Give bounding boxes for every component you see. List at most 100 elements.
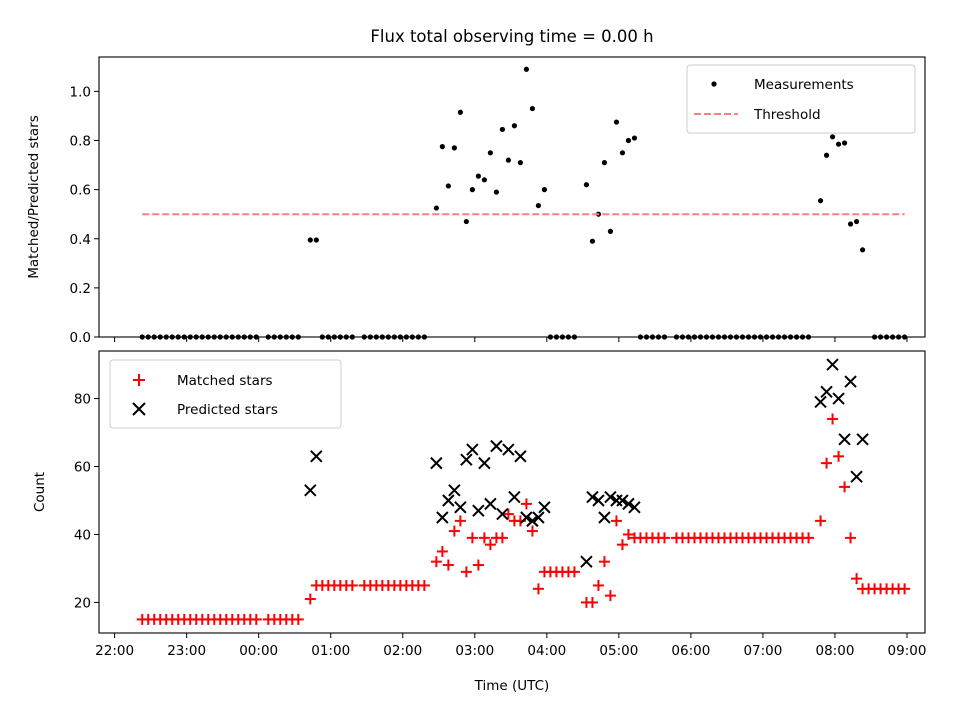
bottom-y-tick-label: 40 <box>74 527 91 543</box>
predicted-star-point <box>826 358 839 371</box>
matched-star-point <box>827 413 839 425</box>
measurement-point <box>451 145 457 151</box>
bottom-axes-frame <box>98 350 926 634</box>
bottom-x-tick: 03:00 <box>455 633 494 659</box>
bottom-y-axis-label: Count <box>32 472 48 512</box>
predicted-star-point <box>478 456 491 470</box>
x-tick-label: 04:00 <box>527 643 566 659</box>
predicted-star-point <box>580 555 593 568</box>
predicted-star-point <box>460 453 473 466</box>
matched-star-point <box>346 579 358 591</box>
top-y-tick: 0.6 <box>70 183 99 199</box>
top-y-tick: 1.0 <box>70 84 99 100</box>
matched-star-point <box>604 590 616 602</box>
matched-star-point <box>598 556 610 568</box>
predicted-star-point <box>490 439 503 453</box>
predicted-star-point <box>454 501 467 514</box>
predicted-star-point <box>586 490 599 504</box>
matched-star-point <box>478 532 490 544</box>
measurement-point <box>445 183 451 189</box>
top-y-tick: 0.2 <box>70 281 99 297</box>
matched-star-point <box>496 532 508 544</box>
predicted-star-point <box>592 494 605 507</box>
bottom-x-tick: 08:00 <box>816 633 854 659</box>
predicted-star-point <box>838 433 851 446</box>
matched-star-point <box>250 613 262 625</box>
measurement-point <box>523 66 530 72</box>
bottom-y-tick-label: 60 <box>74 460 91 476</box>
bottom-legend: Matched stars Predicted stars <box>109 359 342 429</box>
measurement-point <box>529 105 536 112</box>
bottom-x-tick: 04:00 <box>527 633 566 659</box>
measurement-point <box>505 157 511 163</box>
legend-threshold-label: Threshold <box>753 107 821 123</box>
top-y-ticks: 0.0 0.2 0.4 0.6 0.8 1.0 <box>70 84 99 346</box>
measurement-point <box>469 187 475 193</box>
measurement-point <box>589 238 596 244</box>
predicted-star-point <box>430 456 443 470</box>
matched-star-point <box>442 559 454 571</box>
bottom-y-tick-label: 20 <box>74 595 91 611</box>
predicted-star-point <box>814 395 827 409</box>
matched-star-point <box>845 532 857 544</box>
measurement-point <box>835 141 842 147</box>
measurement-point <box>829 134 836 140</box>
matched-star-point <box>833 450 845 462</box>
predicted-star-point <box>304 484 317 497</box>
measurement-point <box>463 218 469 225</box>
measurement-point <box>847 221 854 227</box>
predicted-star-point <box>448 484 461 497</box>
top-y-tick-label: 0.0 <box>70 330 91 346</box>
predicted-star-point <box>820 385 833 398</box>
top-legend-box <box>686 64 916 134</box>
top-y-tick: 0.4 <box>70 232 99 248</box>
measurement-point <box>307 237 313 243</box>
x-tick-label: 03:00 <box>455 643 494 659</box>
measurement-point <box>859 247 866 253</box>
measurement-point <box>535 202 542 209</box>
bottom-y-tick: 80 <box>74 392 99 408</box>
measurement-point <box>433 205 439 211</box>
legend-predicted-marker <box>132 402 146 416</box>
bottom-x-tick: 07:00 <box>743 633 782 659</box>
top-y-tick: 0.0 <box>70 330 99 346</box>
matched-star-point <box>502 508 514 520</box>
measurement-point <box>487 150 493 156</box>
top-y-tick-label: 0.4 <box>70 232 91 248</box>
bottom-legend-box <box>109 359 342 429</box>
predicted-star-point <box>832 392 845 405</box>
matched-star-point <box>622 528 634 540</box>
measurement-point <box>583 182 590 188</box>
predicted-star-point <box>616 494 629 507</box>
matched-star-point <box>520 498 532 510</box>
x-tick-label: 07:00 <box>743 643 782 659</box>
predicted-star-point <box>508 490 521 504</box>
matched-star-point <box>899 583 911 595</box>
measurement-point <box>439 144 445 150</box>
matched-star-point <box>430 556 442 568</box>
matched-star-point <box>448 525 460 537</box>
measurement-point <box>625 137 632 144</box>
measurement-point <box>607 228 614 234</box>
measurement-point <box>313 237 319 243</box>
bottom-y-tick: 60 <box>74 460 99 476</box>
legend-matched-marker <box>133 374 145 386</box>
bottom-y-tick: 20 <box>74 595 99 611</box>
predicted-star-point <box>520 511 533 524</box>
matched-star-point <box>472 559 484 571</box>
predicted-star-point <box>466 443 479 456</box>
matched-star-point <box>454 515 466 527</box>
x-tick-label: 02:00 <box>383 643 422 659</box>
matched-star-point <box>466 532 478 544</box>
top-panel: 0.0 0.2 0.4 0.6 0.8 1.0 Matched/Predicted sta… <box>26 56 926 346</box>
top-y-tick: 0.8 <box>70 134 99 150</box>
predicted-star-point <box>502 443 515 456</box>
top-y-tick-label: 0.2 <box>70 281 91 297</box>
predicted-star-point <box>532 511 545 524</box>
measurement-point <box>853 218 860 225</box>
predicted-star-point <box>850 470 863 483</box>
bottom-x-tick: 00:00 <box>239 633 278 659</box>
predicted-star-point <box>604 490 617 504</box>
bottom-x-tick: 02:00 <box>383 633 422 659</box>
